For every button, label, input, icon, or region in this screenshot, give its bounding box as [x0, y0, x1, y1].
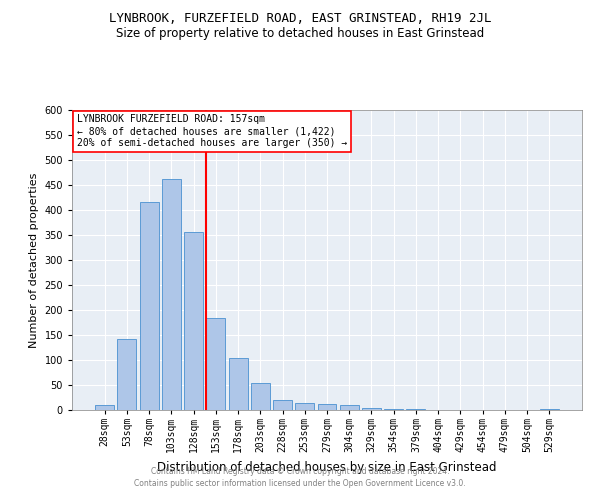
Bar: [206, 318, 225, 410]
Bar: [362, 408, 381, 410]
Bar: [295, 402, 314, 410]
Bar: [229, 358, 248, 410]
Bar: [95, 405, 114, 410]
Bar: [184, 232, 203, 410]
X-axis label: Distribution of detached houses by size in East Grinstead: Distribution of detached houses by size …: [157, 460, 497, 473]
Text: Size of property relative to detached houses in East Grinstead: Size of property relative to detached ho…: [116, 28, 484, 40]
Bar: [340, 405, 359, 410]
Bar: [406, 409, 425, 410]
Text: LYNBROOK, FURZEFIELD ROAD, EAST GRINSTEAD, RH19 2JL: LYNBROOK, FURZEFIELD ROAD, EAST GRINSTEA…: [109, 12, 491, 26]
Bar: [140, 202, 158, 410]
Bar: [118, 338, 136, 410]
Bar: [540, 409, 559, 410]
Bar: [317, 404, 337, 410]
Text: LYNBROOK FURZEFIELD ROAD: 157sqm
← 80% of detached houses are smaller (1,422)
20: LYNBROOK FURZEFIELD ROAD: 157sqm ← 80% o…: [77, 114, 347, 148]
Bar: [384, 408, 403, 410]
Bar: [273, 400, 292, 410]
Y-axis label: Number of detached properties: Number of detached properties: [29, 172, 39, 348]
Text: Contains HM Land Registry data © Crown copyright and database right 2024.
Contai: Contains HM Land Registry data © Crown c…: [134, 466, 466, 487]
Bar: [251, 383, 270, 410]
Bar: [162, 178, 181, 410]
